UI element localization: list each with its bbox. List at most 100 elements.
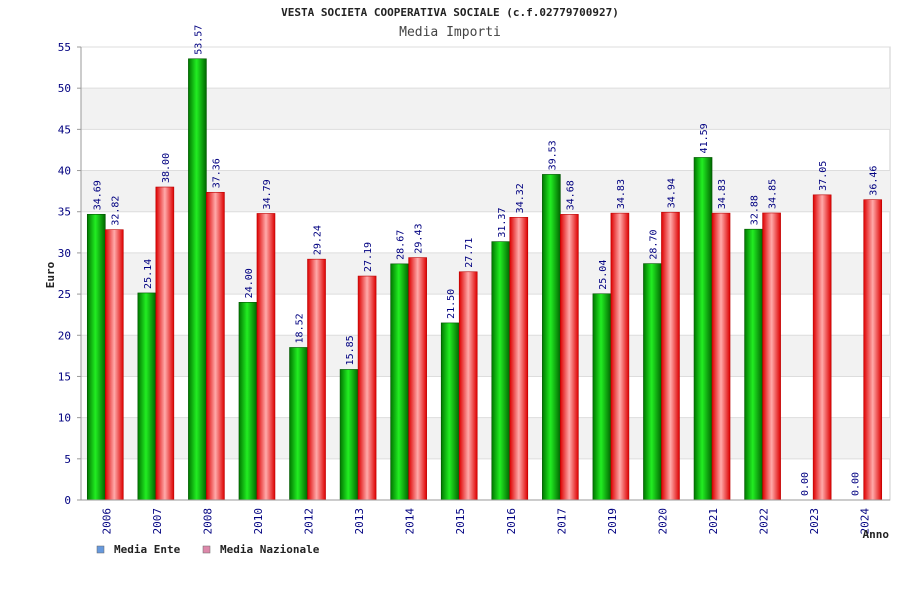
bar-media-ente bbox=[238, 302, 258, 501]
x-tick-label: 2021 bbox=[707, 508, 720, 535]
bar-media-ente bbox=[339, 369, 359, 501]
y-tick-label: 0 bbox=[64, 494, 71, 507]
data-label: 36.46 bbox=[869, 166, 880, 196]
data-label: 25.14 bbox=[143, 259, 154, 289]
bar-media-ente bbox=[592, 293, 612, 501]
y-tick-label: 15 bbox=[58, 370, 71, 383]
y-tick-label: 20 bbox=[58, 329, 71, 342]
bar-media-nazionale bbox=[560, 214, 579, 501]
data-label: 37.36 bbox=[211, 158, 222, 188]
legend-entry: Media Ente bbox=[114, 543, 181, 556]
data-label: 31.37 bbox=[497, 208, 508, 238]
bar-media-nazionale bbox=[762, 212, 781, 501]
legend-entry: Media Nazionale bbox=[220, 543, 320, 556]
data-label: 39.53 bbox=[547, 140, 558, 170]
x-tick-label: 2015 bbox=[454, 508, 467, 535]
x-tick-label: 2023 bbox=[808, 508, 821, 535]
bar-media-ente bbox=[289, 347, 308, 501]
data-label: 34.69 bbox=[92, 180, 103, 210]
x-tick-label: 2012 bbox=[303, 508, 316, 535]
x-tick-label: 2010 bbox=[252, 508, 265, 535]
x-tick-label: 2019 bbox=[606, 508, 619, 535]
data-label: 29.24 bbox=[313, 225, 324, 255]
bar-media-ente bbox=[440, 322, 460, 501]
bar-media-nazionale bbox=[155, 186, 175, 501]
data-label: 41.59 bbox=[699, 123, 710, 153]
chart-title: VESTA SOCIETA COOPERATIVA SOCIALE (c.f.0… bbox=[281, 6, 619, 19]
data-label: 18.52 bbox=[295, 313, 306, 343]
bar-media-nazionale bbox=[863, 199, 883, 501]
bar-media-nazionale bbox=[610, 212, 630, 501]
bar-media-ente bbox=[137, 292, 157, 501]
x-tick-label: 2013 bbox=[353, 508, 366, 535]
bar-media-ente bbox=[491, 241, 511, 501]
bar-media-ente bbox=[188, 58, 207, 501]
data-label: 21.50 bbox=[446, 289, 457, 319]
data-label: 32.88 bbox=[750, 195, 761, 225]
data-label: 34.83 bbox=[717, 179, 728, 209]
data-label: 24.00 bbox=[244, 268, 255, 298]
data-label: 28.67 bbox=[396, 230, 407, 260]
data-label: 34.85 bbox=[768, 179, 779, 209]
bar-media-nazionale bbox=[357, 275, 377, 501]
bar-media-ente bbox=[86, 213, 106, 501]
y-axis-title: Euro bbox=[44, 261, 57, 288]
bar-media-ente bbox=[643, 263, 662, 501]
bar-media-nazionale bbox=[408, 257, 427, 501]
y-tick-label: 50 bbox=[58, 82, 71, 95]
y-tick-label: 35 bbox=[58, 206, 71, 219]
data-label: 0.00 bbox=[851, 472, 862, 496]
x-axis-title: Anno bbox=[863, 528, 890, 541]
bar-media-ente bbox=[542, 174, 561, 501]
data-label: 15.85 bbox=[345, 335, 356, 365]
y-tick-label: 55 bbox=[58, 41, 71, 54]
bar-media-nazionale bbox=[206, 191, 225, 501]
bar-media-nazionale bbox=[812, 194, 832, 501]
grid-band bbox=[81, 88, 890, 130]
y-tick-label: 10 bbox=[58, 412, 71, 425]
legend-swatch bbox=[96, 545, 105, 554]
x-tick-label: 2024 bbox=[859, 508, 872, 535]
bar-media-nazionale bbox=[711, 212, 731, 501]
x-tick-label: 2008 bbox=[201, 508, 214, 535]
bar-media-ente bbox=[744, 228, 763, 501]
y-tick-label: 45 bbox=[58, 123, 71, 136]
bar-media-ente bbox=[693, 157, 713, 501]
x-tick-label: 2016 bbox=[505, 508, 518, 535]
y-tick-label: 25 bbox=[58, 288, 71, 301]
data-label: 27.71 bbox=[464, 238, 475, 268]
chart-subtitle: Media Importi bbox=[399, 25, 501, 40]
data-label: 32.82 bbox=[110, 196, 121, 226]
data-label: 0.00 bbox=[800, 472, 811, 496]
data-label: 34.79 bbox=[262, 179, 273, 209]
bar-media-nazionale bbox=[256, 213, 276, 501]
x-tick-label: 2022 bbox=[758, 508, 771, 535]
bar-media-nazionale bbox=[509, 217, 529, 501]
x-tick-label: 2006 bbox=[100, 508, 113, 535]
data-label: 27.19 bbox=[363, 242, 374, 272]
y-tick-label: 5 bbox=[64, 453, 71, 466]
bar-media-nazionale bbox=[661, 211, 680, 501]
bar-media-nazionale bbox=[307, 258, 326, 501]
data-label: 28.70 bbox=[648, 230, 659, 260]
data-label: 53.57 bbox=[193, 25, 204, 55]
data-label: 29.43 bbox=[414, 223, 425, 253]
bar-media-nazionale bbox=[104, 229, 124, 501]
x-tick-label: 2020 bbox=[656, 508, 669, 535]
data-label: 34.83 bbox=[616, 179, 627, 209]
data-label: 34.68 bbox=[565, 180, 576, 210]
x-tick-label: 2014 bbox=[404, 508, 417, 535]
data-label: 34.94 bbox=[666, 178, 677, 208]
legend-swatch bbox=[202, 545, 211, 554]
data-label: 38.00 bbox=[161, 153, 172, 183]
data-label: 37.05 bbox=[818, 161, 829, 191]
x-tick-label: 2007 bbox=[151, 508, 164, 535]
bar-media-nazionale bbox=[458, 271, 478, 501]
data-label: 25.04 bbox=[598, 260, 609, 290]
y-tick-label: 40 bbox=[58, 165, 71, 178]
x-tick-label: 2017 bbox=[555, 508, 568, 535]
y-tick-label: 30 bbox=[58, 247, 71, 260]
data-label: 34.32 bbox=[515, 183, 526, 213]
